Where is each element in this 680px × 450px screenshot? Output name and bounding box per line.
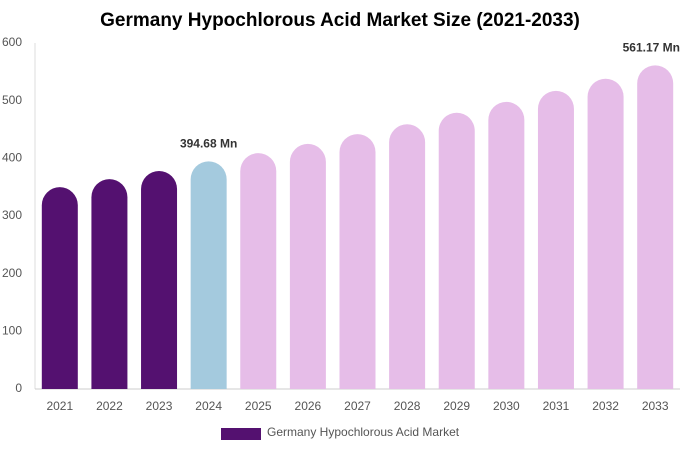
x-tick-label: 2026 <box>295 399 322 413</box>
legend-swatch <box>221 428 261 440</box>
x-tick-label: 2033 <box>642 399 669 413</box>
y-tick-label: 100 <box>2 324 22 338</box>
bar <box>537 90 574 389</box>
bar <box>438 112 475 389</box>
x-tick-label: 2030 <box>493 399 520 413</box>
y-tick-label: 400 <box>2 151 22 165</box>
bar <box>389 124 426 390</box>
x-tick-label: 2022 <box>96 399 123 413</box>
x-tick-label: 2023 <box>146 399 173 413</box>
y-tick-label: 0 <box>15 381 22 395</box>
y-tick-label: 600 <box>2 35 22 49</box>
x-tick-label: 2027 <box>344 399 371 413</box>
x-tick-label: 2025 <box>245 399 272 413</box>
chart-title: Germany Hypochlorous Acid Market Size (2… <box>100 10 580 31</box>
data-label: 394.68 Mn <box>180 137 237 151</box>
bar <box>141 171 178 389</box>
x-tick-label: 2029 <box>443 399 470 413</box>
bar <box>91 179 128 389</box>
bar <box>637 65 674 390</box>
y-tick-label: 300 <box>2 208 22 222</box>
y-tick-label: 200 <box>2 266 22 280</box>
bar <box>289 143 326 389</box>
bar <box>339 134 376 389</box>
x-tick-label: 2021 <box>46 399 73 413</box>
legend-label: Germany Hypochlorous Acid Market <box>267 425 460 439</box>
x-tick-label: 2024 <box>195 399 222 413</box>
bar <box>587 78 624 389</box>
x-tick-label: 2031 <box>543 399 570 413</box>
y-tick-label: 500 <box>2 93 22 107</box>
x-tick-label: 2028 <box>394 399 421 413</box>
bar <box>190 161 227 389</box>
bar <box>488 101 525 390</box>
bar <box>240 153 277 389</box>
bar <box>41 187 78 389</box>
x-tick-label: 2032 <box>592 399 619 413</box>
data-label: 561.17 Mn <box>623 41 680 55</box>
